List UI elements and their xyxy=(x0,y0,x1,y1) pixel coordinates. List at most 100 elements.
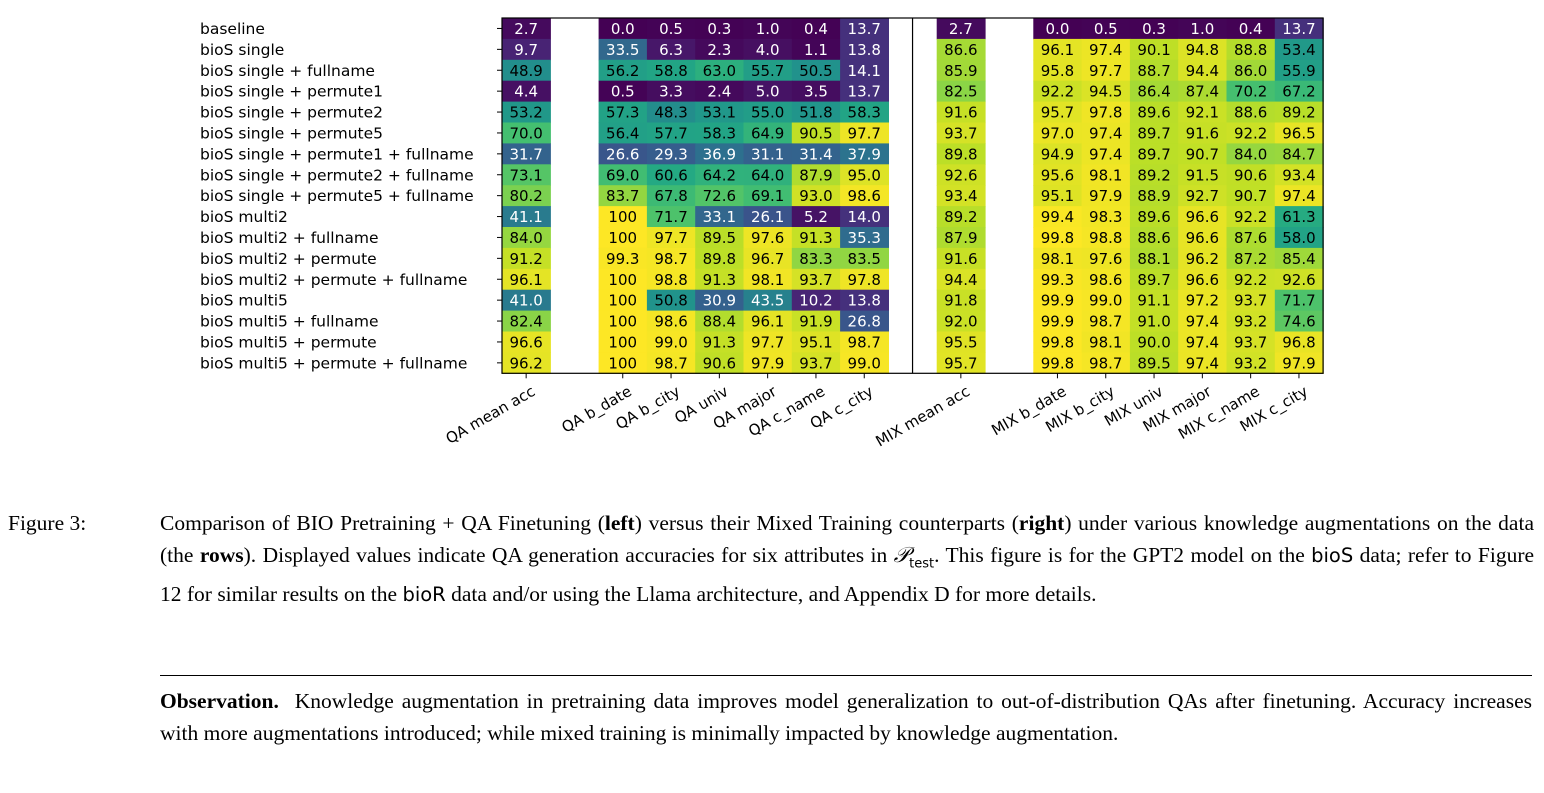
cell-value: 90.5 xyxy=(799,124,832,142)
cell-value: 55.7 xyxy=(751,62,784,80)
heatmap-cell xyxy=(840,352,889,374)
cell-value: 97.4 xyxy=(1089,124,1122,142)
cell-value: 13.8 xyxy=(848,41,881,59)
observation-text: Knowledge augmentation in pretraining da… xyxy=(160,689,1533,745)
cell-value: 64.9 xyxy=(751,124,784,142)
heatmap-cell xyxy=(646,122,696,144)
cell-value: 6.3 xyxy=(659,41,683,59)
cell-value: 88.8 xyxy=(1234,41,1267,59)
cell-value: 89.8 xyxy=(703,250,736,268)
cell-value: 69.0 xyxy=(606,166,639,184)
heatmap-cell xyxy=(936,206,986,228)
cell-value: 4.4 xyxy=(514,83,538,101)
cell-value: 33.1 xyxy=(703,208,736,226)
cell-value: 67.2 xyxy=(1282,83,1315,101)
cell-value: 97.9 xyxy=(1089,187,1122,205)
heatmap-cell xyxy=(502,352,551,374)
cell-value: 91.6 xyxy=(944,104,977,122)
cell-value: 51.8 xyxy=(799,104,832,122)
cell-value: 97.7 xyxy=(848,124,881,142)
cell-value: 33.5 xyxy=(606,41,639,59)
heatmap-cell xyxy=(791,185,841,207)
caption-prefix: Figure 3: xyxy=(8,511,87,535)
heatmap-cell xyxy=(1178,352,1228,374)
cell-value: 26.1 xyxy=(751,208,784,226)
heatmap-cell xyxy=(791,18,841,40)
cell-value: 94.4 xyxy=(1186,62,1219,80)
cell-value: 91.6 xyxy=(1186,124,1219,142)
dataset-bios: bioS xyxy=(1311,543,1354,567)
heatmap-cell xyxy=(695,331,745,353)
cell-value: 58.3 xyxy=(848,104,881,122)
cell-value: 97.7 xyxy=(654,229,687,247)
heatmap-cell xyxy=(1274,164,1324,186)
cell-value: 31.4 xyxy=(799,145,832,163)
row-label: bioS multi2 xyxy=(200,208,288,226)
heatmap-cell xyxy=(1178,185,1228,207)
cell-value: 86.0 xyxy=(1234,62,1267,80)
heatmap-cell xyxy=(1033,164,1083,186)
cell-value: 97.4 xyxy=(1186,354,1219,372)
heatmap-cell xyxy=(1033,80,1083,103)
heatmap-cell xyxy=(1033,18,1083,40)
cell-value: 64.2 xyxy=(703,166,736,184)
heatmap-cell xyxy=(743,247,793,270)
cell-value: 98.3 xyxy=(1089,208,1122,226)
cell-value: 89.7 xyxy=(1137,145,1170,163)
cell-value: 99.4 xyxy=(1041,208,1074,226)
cell-value: 29.3 xyxy=(654,145,687,163)
cell-value: 1.1 xyxy=(804,41,828,59)
heatmap-cell xyxy=(743,122,793,144)
heatmap-cell xyxy=(1226,143,1276,165)
heatmap-cell xyxy=(646,164,696,186)
row-label: bioS single + fullname xyxy=(200,62,375,80)
heatmap-cell xyxy=(598,185,648,207)
cell-value: 67.8 xyxy=(654,187,687,205)
cell-value: 10.2 xyxy=(799,292,832,310)
heatmap-cell xyxy=(598,101,648,124)
cell-value: 83.3 xyxy=(799,250,832,268)
cell-value: 92.1 xyxy=(1186,104,1219,122)
heatmap-cell xyxy=(1081,227,1131,249)
cell-value: 96.8 xyxy=(1282,333,1315,351)
cell-value: 89.7 xyxy=(1137,124,1170,142)
heatmap-cell xyxy=(1226,310,1276,333)
caption-body: Comparison of BIO Pretraining + QA Finet… xyxy=(160,511,1535,607)
heatmap-cell xyxy=(936,59,986,82)
cell-value: 88.6 xyxy=(1234,104,1267,122)
column-label: MIX mean acc xyxy=(873,382,973,450)
heatmap-cell xyxy=(936,185,986,207)
heatmap-cell xyxy=(646,143,696,165)
heatmap-cell xyxy=(1129,331,1179,353)
heatmap-cell xyxy=(840,331,889,353)
cell-value: 100 xyxy=(608,354,637,372)
heatmap-cell xyxy=(791,352,841,374)
heatmap-cell xyxy=(1033,227,1083,249)
cell-value: 97.7 xyxy=(751,333,784,351)
heatmap-cell xyxy=(598,122,648,144)
heatmap-cell xyxy=(743,18,793,40)
cell-value: 100 xyxy=(608,229,637,247)
cell-value: 71.7 xyxy=(1282,292,1315,310)
heatmap-cell xyxy=(502,331,551,353)
heatmap-cell xyxy=(1274,59,1324,82)
heatmap-cell xyxy=(646,247,696,270)
cell-value: 82.4 xyxy=(509,313,542,331)
heatmap-cell xyxy=(1274,101,1324,124)
heatmap-cell xyxy=(791,227,841,249)
observation-box: Observation. Knowledge augmentation in p… xyxy=(160,686,1532,749)
heatmap-cell xyxy=(1178,122,1228,144)
heatmap-cell xyxy=(1274,143,1324,165)
heatmap-cell xyxy=(502,268,551,291)
cell-value: 14.1 xyxy=(848,62,881,80)
cell-value: 97.7 xyxy=(1089,62,1122,80)
observation-label: Observation. xyxy=(160,689,279,713)
heatmap-cell xyxy=(1129,310,1179,333)
math-subscript: test xyxy=(909,555,935,571)
heatmap-cell xyxy=(1033,38,1083,61)
heatmap-cell xyxy=(936,331,986,353)
row-label: baseline xyxy=(200,20,265,38)
heatmap-cell xyxy=(598,80,648,103)
cell-value: 61.3 xyxy=(1282,208,1315,226)
cell-value: 0.0 xyxy=(611,20,635,38)
